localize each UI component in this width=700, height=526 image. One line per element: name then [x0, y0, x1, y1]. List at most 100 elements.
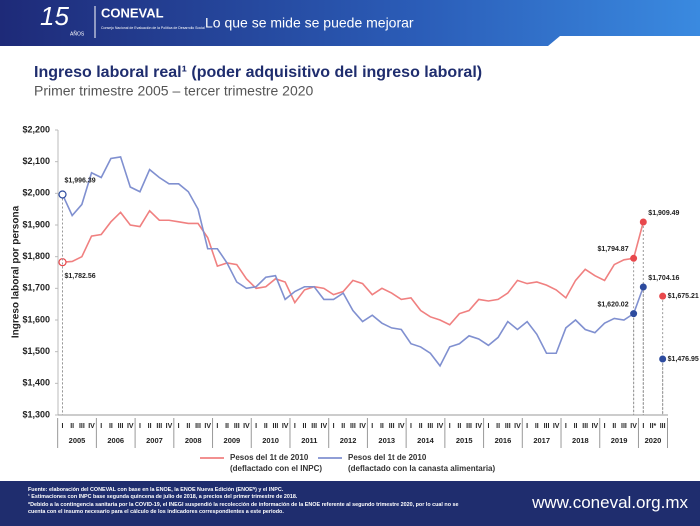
- year-label: 2010: [262, 436, 279, 445]
- year-label: 2019: [611, 436, 628, 445]
- x-tick-label: II: [148, 423, 152, 430]
- x-tick-label: III: [544, 423, 550, 430]
- data-label: $1,476.95: [668, 356, 699, 363]
- year-label: 2013: [378, 436, 395, 445]
- y-tick-label: $1,800: [22, 251, 50, 261]
- x-tick-label: I: [449, 423, 451, 430]
- x-tick-label: I: [526, 423, 528, 430]
- chart-subtitle: Primer trimestre 2005 – tercer trimestre…: [34, 83, 314, 99]
- point: [630, 310, 638, 318]
- series-line: [63, 211, 663, 325]
- point: [639, 283, 647, 291]
- x-tick-label: III: [389, 423, 395, 430]
- x-tick-label: IV: [88, 423, 95, 430]
- data-label: $1,909.49: [648, 210, 679, 217]
- y-tick-label: $1,600: [22, 314, 50, 324]
- x-tick-label: IV: [475, 423, 482, 430]
- x-tick-label: II: [109, 423, 113, 430]
- point: [58, 190, 67, 199]
- point: [630, 254, 638, 262]
- x-tick-label: IV: [321, 423, 328, 430]
- x-tick-label: I: [604, 423, 606, 430]
- y-tick-label: $1,700: [22, 283, 50, 293]
- year-label: 2018: [572, 436, 589, 445]
- legend-label: Pesos del 1t de 2010 (deflactado con el …: [230, 453, 323, 473]
- x-tick-label: IV: [359, 423, 366, 430]
- legend-label: Pesos del 1t de 2010 (deflactado con la …: [348, 453, 496, 473]
- series-line: [63, 157, 663, 366]
- x-tick-label: IV: [630, 423, 637, 430]
- x-tick-label: I: [642, 423, 644, 430]
- x-tick-label: III: [466, 423, 472, 430]
- year-label: 2009: [224, 436, 241, 445]
- year-label: 2006: [107, 436, 124, 445]
- footnote: *Debido a la contingencia sanitaria por …: [28, 501, 459, 516]
- year-label: 2017: [533, 436, 550, 445]
- point: [659, 292, 667, 300]
- x-tick-label: II: [419, 423, 423, 430]
- x-tick-label: II: [264, 423, 268, 430]
- footnote: Fuente: elaboración del CONEVAL con base…: [28, 487, 284, 493]
- header-band: [0, 0, 700, 46]
- x-tick-label: IV: [514, 423, 521, 430]
- x-tick-label: III: [273, 423, 279, 430]
- x-tick-label: II: [70, 423, 74, 430]
- footnotes: Fuente: elaboración del CONEVAL con base…: [28, 487, 468, 517]
- x-tick-label: I: [100, 423, 102, 430]
- point: [639, 218, 647, 226]
- footnote: ¹ Estimaciones con INPC base segunda qui…: [28, 494, 298, 501]
- y-tick-label: $1,900: [22, 219, 50, 229]
- x-tick-label: I: [565, 423, 567, 430]
- url[interactable]: www.coneval.org.mx: [532, 493, 688, 512]
- x-tick-label: III: [118, 423, 124, 430]
- x-tick-label: IV: [127, 423, 134, 430]
- footer: Fuente: elaboración del CONEVAL con base…: [0, 481, 700, 526]
- x-tick-label: II*: [650, 423, 657, 430]
- y-tick-label: $1,400: [22, 378, 50, 388]
- x-tick-label: II: [574, 423, 578, 430]
- x-tick-label: I: [255, 423, 257, 430]
- x-tick-label: III: [350, 423, 356, 430]
- x-tick-label: II: [457, 423, 461, 430]
- x-tick-label: I: [487, 423, 489, 430]
- x-tick-label: IV: [553, 423, 560, 430]
- x-tick-label: I: [139, 423, 141, 430]
- x-tick-label: I: [178, 423, 180, 430]
- data-label: $1,782.56: [65, 273, 96, 280]
- x-tick-label: IV: [243, 423, 250, 430]
- x-tick-label: III: [195, 423, 201, 430]
- year-label: 2016: [495, 436, 512, 445]
- x-tick-label: I: [294, 423, 296, 430]
- x-tick-label: IV: [398, 423, 405, 430]
- x-tick-label: III: [427, 423, 433, 430]
- data-label: $1,794.87: [597, 246, 628, 253]
- x-tick-label: IV: [592, 423, 599, 430]
- brand: CONEVAL: [101, 5, 164, 20]
- year-label: 2012: [340, 436, 357, 445]
- x-tick-label: III: [156, 423, 162, 430]
- data-label: $1,675.21: [668, 293, 699, 300]
- y-tick-label: $2,000: [22, 188, 50, 198]
- x-tick-label: II: [225, 423, 229, 430]
- y-tick-label: $2,200: [22, 124, 50, 134]
- x-tick-label: IV: [166, 423, 173, 430]
- data-label: $1,620.02: [597, 302, 628, 309]
- x-tick-label: I: [333, 423, 335, 430]
- y-tick-label: $1,300: [22, 409, 50, 419]
- data-label: $1,996.39: [65, 177, 96, 184]
- x-tick-label: I: [410, 423, 412, 430]
- year-label: 2005: [69, 436, 86, 445]
- x-tick-label: III: [621, 423, 627, 430]
- y-axis-label: Ingreso laboral por persona: [11, 205, 22, 338]
- year-label: 2007: [146, 436, 163, 445]
- x-tick-label: III: [505, 423, 511, 430]
- y-tick-label: $2,100: [22, 156, 50, 166]
- x-tick-label: IV: [437, 423, 444, 430]
- x-tick-label: II: [535, 423, 539, 430]
- x-tick-label: II: [380, 423, 384, 430]
- x-tick-label: II: [186, 423, 190, 430]
- x-tick-label: II: [612, 423, 616, 430]
- x-tick-label: III: [582, 423, 588, 430]
- x-tick-label: III: [79, 423, 85, 430]
